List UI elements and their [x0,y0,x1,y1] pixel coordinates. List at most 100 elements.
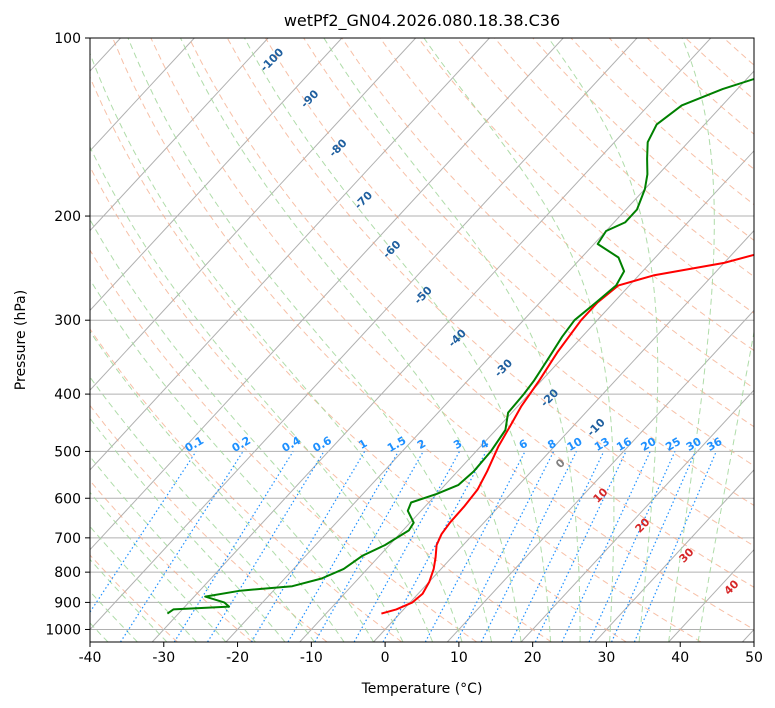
dry-adiabat-label: -70 [352,189,375,212]
mixing-ratio-line [588,451,676,642]
dry-adiabat-line [112,38,702,642]
moist-adiabat-label: 40 [722,577,742,597]
dry-adiabats [90,38,754,642]
dry-adiabat-line [494,38,754,278]
moist-adiabat-label: 10 [591,485,611,505]
y-tick-label: 600 [54,491,81,507]
mixing-ratio-line [534,451,627,642]
moist-adiabat-line [90,376,315,642]
mixing-ratio-line [510,451,605,642]
x-tick-label: 50 [745,650,763,666]
moist-adiabat-line [90,218,404,642]
moist-adiabat-line [0,38,78,642]
mixing-ratio-line [207,451,325,642]
dewpoint-line [166,77,754,615]
mixing-ratio-line [480,451,577,642]
mixing-ratio-line [287,451,399,642]
x-axis-title: Temperature (°C) [361,681,483,697]
dry-adiabat-label: -100 [258,45,287,74]
mixing-ratio-line [561,451,651,642]
moist-adiabat-label: 0 [553,456,568,471]
dry-adiabat-line [188,38,754,588]
isotherm-line [90,38,564,551]
mixing-ratio-line [611,451,697,642]
y-tick-label: 800 [54,565,81,581]
isotherm-line [90,38,417,391]
x-tick-label: -40 [79,650,102,666]
y-tick-label: 700 [54,531,81,547]
moist-adiabat-line [697,329,754,642]
overlay-labels: 0.1 0.2 0.4 0.6 1 1.5 2 3 4 6 8 10 13 16 20 25 30 36-100-… [183,45,742,597]
y-axis-title: Pressure (hPa) [13,290,29,390]
isotherm-line [225,70,754,642]
isotherm-line [90,38,638,631]
dry-adiabat-label: -20 [538,386,561,409]
axis-ticks: -40 -30 -20 -10 0 10 20 30 40 5010020030040050060… [45,31,763,666]
isobar-grid [90,38,754,630]
plot-frame [89,37,755,643]
sounding-series [166,77,754,615]
dry-adiabat-line [685,38,754,101]
mixing-ratio-label: 4 [478,437,491,452]
x-tick-label: 20 [524,650,542,666]
moist-adiabat-line [244,38,552,642]
mixing-ratio-lines [90,451,717,642]
x-tick-label: 40 [671,650,689,666]
dry-adiabat-line [570,38,754,206]
chart-title: wetPf2_GN04.2026.080.18.38.C36 [284,11,560,31]
x-tick-label: -10 [300,650,323,666]
temperature-line [381,253,754,615]
y-tick-label: 500 [54,444,81,460]
moist-adiabat-line [90,278,374,642]
dry-adiabat-line [90,328,403,642]
mixing-ratio-line [353,451,461,642]
mixing-ratio-line [314,451,424,642]
mixing-ratio-label: 3 [451,437,464,452]
mixing-ratio-line [90,451,197,614]
x-tick-label: -20 [226,650,249,666]
dry-adiabat-line [303,38,754,467]
moist-adiabat-line [547,38,659,642]
dry-adiabat-line [379,38,754,389]
x-tick-label: 0 [381,650,390,666]
isotherm-line [90,38,490,471]
moist-adiabat-line [90,525,197,642]
dry-adiabat-line [647,38,754,135]
moist-adiabats [0,38,754,642]
isotherm-line [446,309,754,642]
moist-adiabat-line [90,417,286,642]
mixing-ratio-line [120,451,244,642]
moist-adiabat-line [423,38,615,642]
moist-adiabat-line [90,455,256,642]
y-tick-label: 200 [54,209,81,225]
y-tick-label: 900 [54,595,81,611]
isotherm-line [90,38,269,232]
isotherm-line [151,38,712,642]
moist-adiabat-line [90,491,227,642]
isotherm-line [90,38,195,152]
isotherm-line [373,229,754,642]
dry-adiabat-line [150,38,754,631]
skewed-isotherms [90,38,754,642]
plot-area: 0.1 0.2 0.4 0.6 1 1.5 2 3 4 6 8 10 13 16 20 25 30 36-100-… [0,38,754,642]
dry-adiabat-line [723,38,754,66]
isotherm-line [90,38,343,312]
mixing-ratio-label: 2 [415,437,428,452]
mixing-ratio-line [250,451,366,642]
dry-adiabat-line [417,38,754,352]
moist-adiabat-line [90,145,433,642]
mixing-ratio-line [424,451,526,642]
moist-adiabat-line [90,330,345,642]
moist-adiabat-line [668,38,715,642]
mixing-ratio-label: 6 [517,437,530,452]
x-tick-label: -30 [152,650,175,666]
x-tick-label: 10 [450,650,468,666]
y-tick-label: 1000 [45,622,81,638]
y-tick-label: 300 [54,313,81,329]
dry-adiabat-line [90,479,253,642]
dry-adiabat-line [341,38,754,428]
dry-adiabat-line [90,404,328,642]
dry-adiabat-line [90,554,178,642]
dry-adiabat-line [265,38,754,507]
moist-adiabat-line [127,38,493,642]
